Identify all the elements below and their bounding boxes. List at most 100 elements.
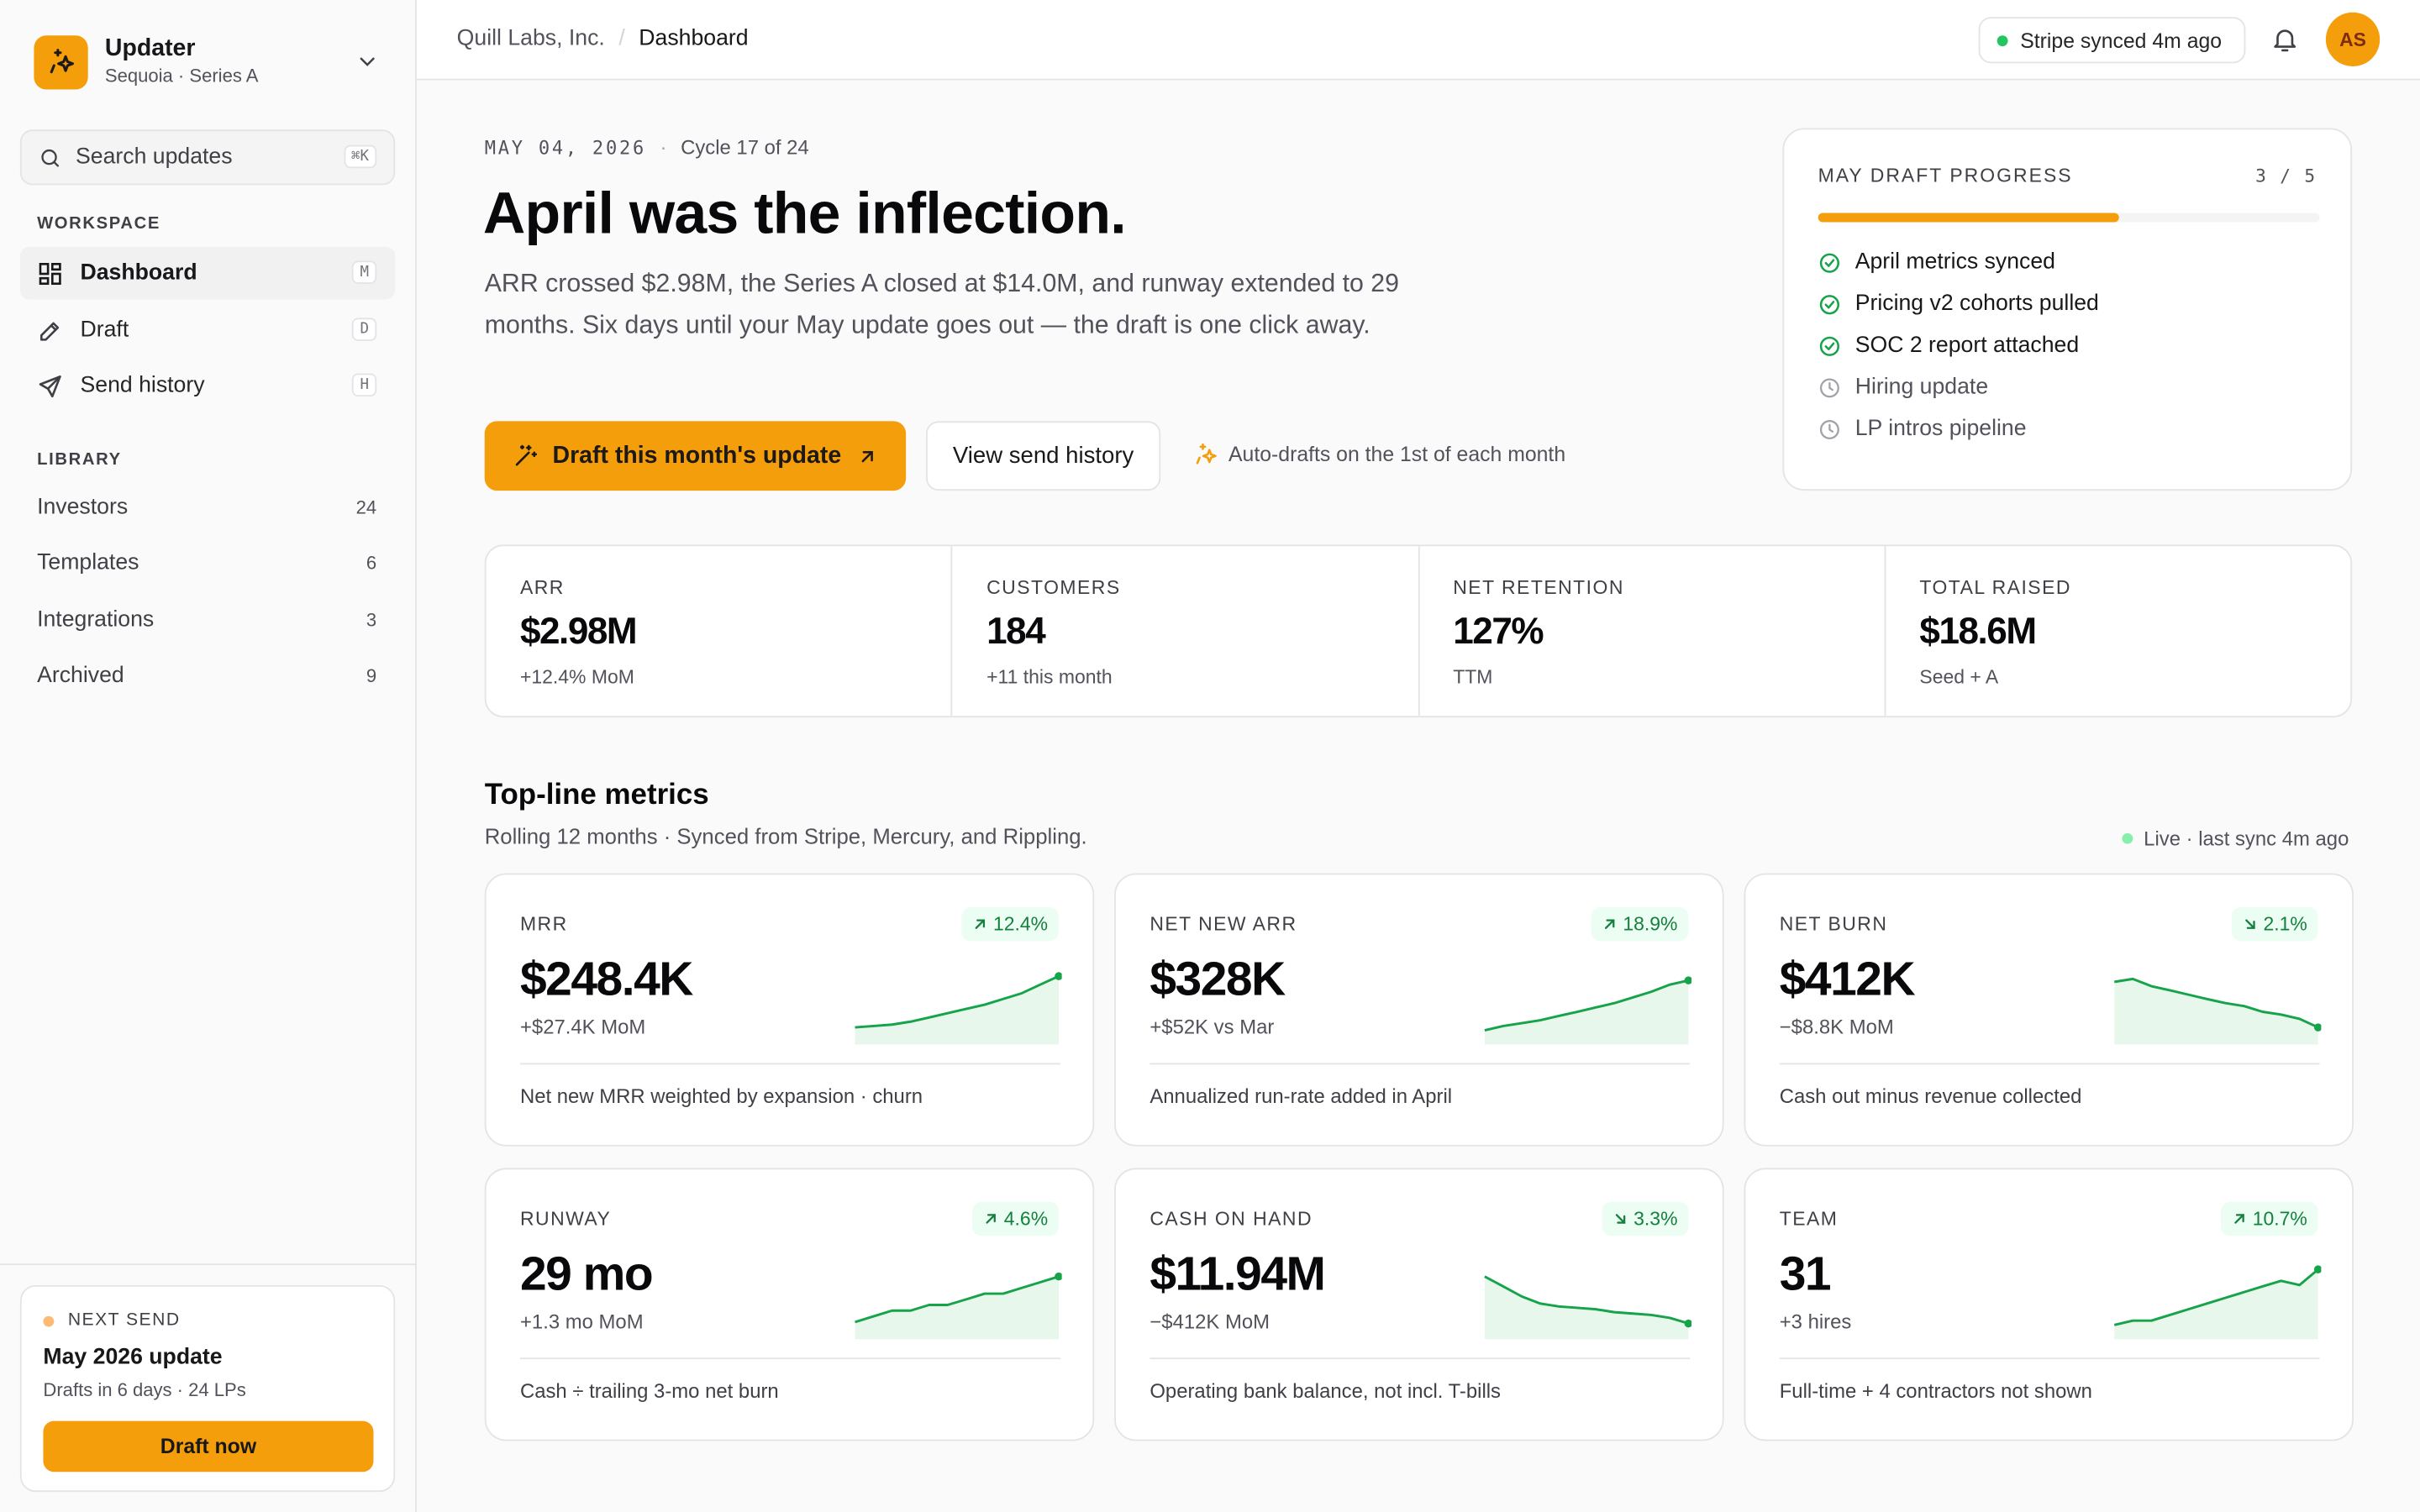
sparkline-chart xyxy=(2113,1265,2322,1340)
sidebar-item-label: Templates xyxy=(37,550,139,576)
sparkline-chart xyxy=(1484,1275,1692,1340)
trend-badge: 2.1% xyxy=(2230,906,2318,942)
sparkline-area xyxy=(855,1276,1059,1340)
checklist-item: Hiring update xyxy=(1818,375,1989,400)
stat-label: CUSTOMERS xyxy=(986,576,1121,599)
metric-change: +1.3 mo MoM xyxy=(519,1310,644,1333)
metric-card-net-burn[interactable]: NET BURN 2.1% $412K −$8.8K MoM Cash out minu… xyxy=(1744,873,2354,1147)
sidebar-item-templates[interactable]: Templates 6 xyxy=(37,546,376,580)
check-circle-icon xyxy=(1819,294,1840,314)
sidebar-item-integrations[interactable]: Integrations 3 xyxy=(37,603,376,637)
hero-cycle: Cycle 17 of 24 xyxy=(681,135,809,160)
metric-label: MRR xyxy=(519,913,568,936)
next-send-card: NEXT SEND May 2026 update Drafts in 6 da… xyxy=(19,1284,396,1493)
draft-update-button[interactable]: Draft this month's update xyxy=(484,421,907,491)
checklist-item: SOC 2 report attached xyxy=(1818,333,2080,359)
workspace-switcher[interactable]: Updater Sequoia · Series A xyxy=(34,34,388,89)
draft-update-label: Draft this month's update xyxy=(552,442,842,469)
shortcut-key: M xyxy=(352,260,377,284)
arrow-down-right-icon xyxy=(1614,1214,1625,1224)
section-title: Top-line metrics xyxy=(484,779,709,812)
section-subtitle: Rolling 12 months · Synced from Stripe, … xyxy=(484,823,1087,849)
draft-now-button[interactable]: Draft now xyxy=(43,1420,374,1473)
workspace-subtitle: Sequoia · Series A xyxy=(104,65,259,87)
view-send-history-button[interactable]: View send history xyxy=(926,421,1161,491)
search-icon xyxy=(41,149,60,166)
arrow-up-right-icon xyxy=(2233,1214,2244,1224)
sparkline-line xyxy=(1484,979,1689,1032)
sparkline-line xyxy=(855,974,1060,1029)
sparkline-area xyxy=(2114,1269,2318,1340)
workspace-name: Updater xyxy=(104,35,196,62)
trend-badge: 4.6% xyxy=(971,1201,1059,1236)
sidebar-item-archived[interactable]: Archived 9 xyxy=(37,659,376,692)
metric-value: 29 mo xyxy=(519,1247,654,1301)
arrow-up-right-icon xyxy=(985,1214,995,1224)
send-icon xyxy=(39,375,61,397)
checklist-item-label: Hiring update xyxy=(1854,375,1989,400)
shortcut-key: H xyxy=(352,373,377,397)
breadcrumb-company[interactable]: Quill Labs, Inc. xyxy=(456,26,605,51)
auto-draft-text: Auto-drafts on the 1st of each month xyxy=(1228,443,1566,466)
metric-value: 31 xyxy=(1779,1247,1832,1301)
sparkline-line xyxy=(2113,1268,2319,1326)
stat-net-retention: NET RETENTION 127% TTM xyxy=(1419,546,1886,717)
trend-value: 2.1% xyxy=(2263,913,2307,936)
sparkline-line xyxy=(2114,977,2319,1029)
metric-card-net-new-arr[interactable]: NET NEW ARR 18.9% $328K +$52K vs Mar Annuali… xyxy=(1114,873,1724,1147)
checklist-item-label: SOC 2 report attached xyxy=(1854,333,2080,359)
metric-label: TEAM xyxy=(1779,1208,1839,1230)
sidebar-item-draft[interactable]: Draft D xyxy=(20,304,395,356)
metric-card-cash-on-hand[interactable]: CASH ON HAND 3.3% $11.94M −$412K MoM Operati… xyxy=(1114,1168,1724,1441)
checklist-item-label: Pricing v2 cohorts pulled xyxy=(1854,291,2099,317)
next-send-label-row: NEXT SEND xyxy=(43,1311,180,1330)
sparkline-chart xyxy=(855,1272,1062,1340)
metric-change: +3 hires xyxy=(1779,1310,1852,1333)
shortcut-key: D xyxy=(352,318,377,341)
metric-footnote: Cash out minus revenue collected xyxy=(1779,1084,2082,1108)
count-badge: 3 xyxy=(366,609,377,632)
stat-customers: CUSTOMERS 184 +11 this month xyxy=(953,546,1419,717)
checklist-item-label: April metrics synced xyxy=(1854,249,2055,275)
metric-footnote: Full-time + 4 contractors not shown xyxy=(1779,1379,2092,1403)
next-send-title: May 2026 update xyxy=(43,1345,223,1370)
sparkline-line xyxy=(1484,1275,1689,1325)
status-dot xyxy=(43,1315,55,1326)
metric-card-mrr[interactable]: MRR 12.4% $248.4K +$27.4K MoM Net new MRR we… xyxy=(484,873,1095,1147)
sparkle-icon xyxy=(1196,443,1217,465)
count-badge: 24 xyxy=(355,496,377,519)
count-badge: 9 xyxy=(366,664,377,687)
sidebar-item-investors[interactable]: Investors 24 xyxy=(37,491,376,524)
search-input[interactable]: Search updates ⌘K xyxy=(19,129,396,186)
sync-status-pill[interactable]: Stripe synced 4m ago xyxy=(1978,17,2246,64)
trend-value: 10.7% xyxy=(2252,1208,2307,1230)
sparkline-chart xyxy=(1484,976,1692,1045)
metric-card-team[interactable]: TEAM 10.7% 31 +3 hires Full-time + 4 contrac… xyxy=(1744,1168,2354,1441)
metric-value: $248.4K xyxy=(519,952,693,1006)
checklist-item-label: LP intros pipeline xyxy=(1854,416,2027,442)
progress-bar xyxy=(1818,213,2320,223)
draft-progress-card: MAY DRAFT PROGRESS 3 / 5 April metrics s… xyxy=(1782,128,2353,491)
metric-card-runway[interactable]: RUNWAY 4.6% 29 mo +1.3 mo MoM Cash ÷ trailin… xyxy=(484,1168,1095,1441)
topbar: Quill Labs, Inc. / Dashboard Stripe sync… xyxy=(416,0,2420,81)
sidebar-item-label: Archived xyxy=(37,663,124,689)
sidebar-item-label: Investors xyxy=(37,495,129,520)
metric-value: $412K xyxy=(1779,952,1916,1006)
sparkline-area xyxy=(2114,979,2318,1045)
sidebar-item-dashboard[interactable]: Dashboard M xyxy=(19,246,396,300)
trend-value: 3.3% xyxy=(1634,1208,1678,1230)
metric-label: RUNWAY xyxy=(519,1208,612,1230)
checklist-item: April metrics synced xyxy=(1818,250,2055,275)
sparkline-chart xyxy=(2114,977,2322,1045)
metric-value: $328K xyxy=(1150,952,1286,1006)
card-divider xyxy=(1779,1063,2320,1065)
avatar[interactable]: AS xyxy=(2325,12,2381,66)
stat-value: 127% xyxy=(1453,611,1544,653)
sidebar-divider xyxy=(0,1263,417,1266)
sidebar-item-send-history[interactable]: Send history H xyxy=(20,360,395,412)
trend-badge: 12.4% xyxy=(960,906,1059,942)
checklist-item: Pricing v2 cohorts pulled xyxy=(1818,291,2099,317)
bell-icon[interactable] xyxy=(2270,24,2300,54)
search-shortcut: ⌘K xyxy=(343,144,377,169)
